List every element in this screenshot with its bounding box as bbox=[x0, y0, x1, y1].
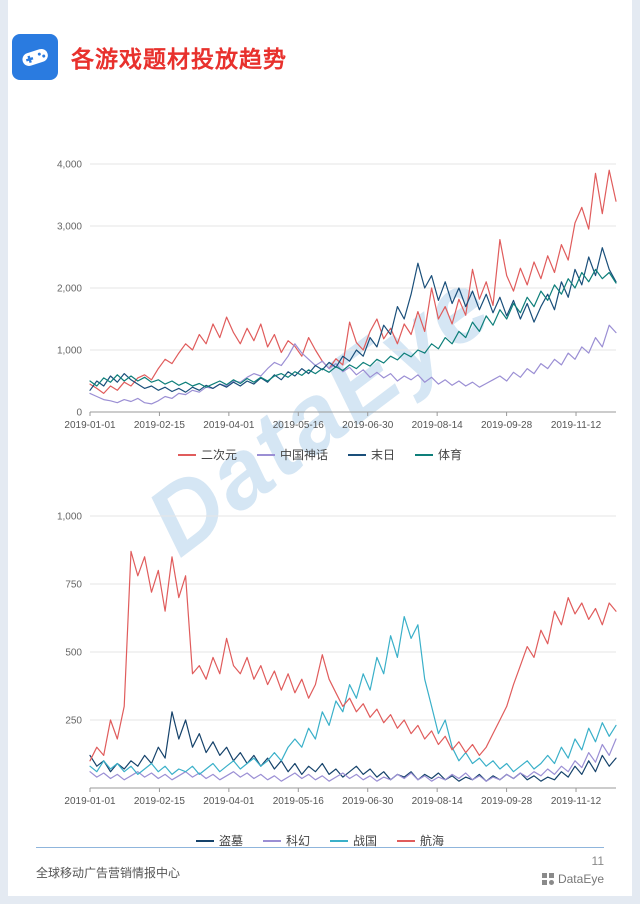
page-number: 11 bbox=[591, 854, 604, 868]
legend-item: 科幻 bbox=[262, 832, 310, 849]
legend-swatch bbox=[262, 839, 281, 842]
series-line-航海 bbox=[89, 550, 617, 762]
y-axis-label: 1,000 bbox=[57, 346, 82, 357]
y-axis-label: 750 bbox=[65, 580, 82, 591]
legend-swatch bbox=[195, 839, 214, 842]
account-name: DataEye bbox=[557, 872, 604, 886]
x-axis-label: 2019-04-01 bbox=[203, 420, 255, 431]
legend-label: 科幻 bbox=[285, 834, 310, 848]
series-line-科幻 bbox=[89, 738, 617, 782]
legend-label: 航海 bbox=[420, 834, 445, 848]
page-header: 各游戏题材投放趋势 bbox=[12, 34, 287, 80]
legend-label: 战国 bbox=[353, 834, 378, 848]
y-axis-label: 2,000 bbox=[57, 284, 82, 295]
legend-item: 航海 bbox=[397, 832, 444, 849]
legend-label: 中国神话 bbox=[279, 448, 328, 462]
legend-swatch bbox=[415, 453, 434, 456]
x-axis-label: 2019-06-30 bbox=[342, 796, 394, 807]
grid-icon bbox=[541, 873, 554, 885]
x-axis-label: 2019-11-12 bbox=[551, 420, 602, 431]
legend-swatch bbox=[256, 453, 275, 456]
y-axis-label: 4,000 bbox=[57, 160, 82, 171]
chart-bottom-legend: 盗墓 科幻 战国 航海 bbox=[8, 832, 632, 849]
y-axis-label: 250 bbox=[65, 716, 82, 727]
legend-item: 二次元 bbox=[177, 446, 237, 463]
x-axis-label: 2019-09-28 bbox=[481, 796, 533, 807]
footer-source-text: 全球移动广告营销情报中心 bbox=[36, 866, 181, 880]
theme-trend-chart-top: 0 1,000 2,000 3,000 4,000 2019-01-01 2019-02-1… bbox=[57, 160, 617, 431]
y-axis-label: 1,000 bbox=[57, 512, 82, 523]
legend-item: 末日 bbox=[348, 446, 395, 463]
legend-label: 二次元 bbox=[200, 448, 237, 462]
legend-label: 体育 bbox=[438, 448, 463, 462]
y-axis-label: 0 bbox=[76, 408, 82, 419]
x-axis-label: 2019-08-14 bbox=[412, 420, 464, 431]
x-axis-label: 2019-01-01 bbox=[64, 420, 116, 431]
series-line-体育 bbox=[89, 268, 617, 388]
y-axis-label: 3,000 bbox=[57, 222, 82, 233]
legend-label: 末日 bbox=[371, 448, 396, 462]
series-line-二次元 bbox=[89, 169, 617, 394]
x-axis-label: 2019-05-16 bbox=[273, 796, 325, 807]
x-axis-label: 2019-02-15 bbox=[134, 420, 186, 431]
series-line-盗墓 bbox=[89, 711, 617, 782]
legend-label: 盗墓 bbox=[218, 834, 243, 848]
theme-trend-chart-bottom: 250 500 750 1,000 2019-01-01 2019-02-15 2019-0… bbox=[57, 512, 617, 807]
series-line-末日 bbox=[89, 247, 617, 393]
x-axis-label: 2019-06-30 bbox=[342, 420, 394, 431]
legend-swatch bbox=[177, 453, 196, 456]
footer-right: 11 DataEye bbox=[541, 854, 604, 886]
x-axis-label: 2019-08-14 bbox=[412, 796, 464, 807]
series-line-中国神话 bbox=[89, 324, 617, 405]
legend-item: 体育 bbox=[415, 446, 462, 463]
legend-item: 盗墓 bbox=[195, 832, 243, 849]
gamepad-icon bbox=[12, 34, 58, 80]
x-axis-label: 2019-05-16 bbox=[273, 420, 325, 431]
x-axis-label: 2019-09-28 bbox=[481, 420, 533, 431]
legend-swatch bbox=[397, 839, 416, 842]
content-card: 各游戏题材投放趋势 DataEye 0 1,000 2,000 3,000 4,000 2… bbox=[8, 0, 632, 896]
account-line: DataEye bbox=[541, 872, 604, 886]
legend-swatch bbox=[330, 839, 348, 842]
chart-top-legend: 二次元 中国神话 末日 体育 bbox=[8, 446, 632, 463]
x-axis-label: 2019-11-12 bbox=[551, 796, 602, 807]
legend-item: 中国神话 bbox=[256, 446, 328, 463]
page-title: 各游戏题材投放趋势 bbox=[71, 46, 287, 72]
legend-swatch bbox=[348, 453, 366, 456]
series-line-战国 bbox=[89, 616, 617, 775]
x-axis-label: 2019-04-01 bbox=[203, 796, 255, 807]
page-footer: 全球移动广告营销情报中心 11 DataEye bbox=[36, 847, 604, 886]
x-axis-label: 2019-01-01 bbox=[64, 796, 116, 807]
x-axis-label: 2019-02-15 bbox=[134, 796, 186, 807]
y-axis-label: 500 bbox=[65, 648, 82, 659]
legend-item: 战国 bbox=[330, 832, 377, 849]
